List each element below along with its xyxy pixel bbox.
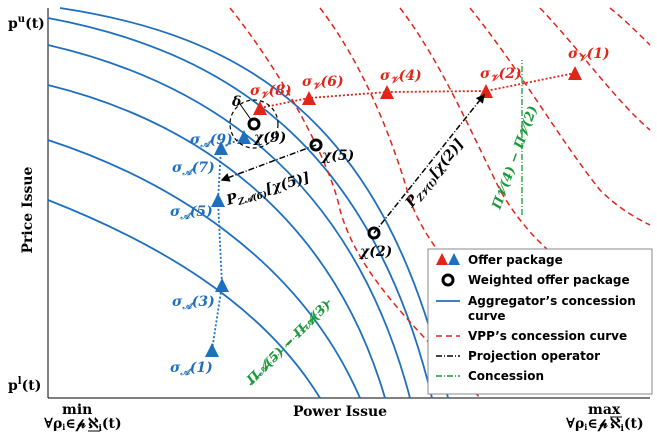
projection-vpp xyxy=(373,93,485,234)
svg-text:min: min xyxy=(62,402,92,418)
svg-text:∀ρi∈𝓅: ∀ρi∈𝓅 xyxy=(44,416,87,432)
label-sv8: σ𝒱(8) xyxy=(250,83,292,101)
concession-aggregator-line xyxy=(249,299,331,386)
svg-text:ℵi(t): ℵi(t) xyxy=(88,416,122,434)
label-proj-vpp: PZ𝒱(t)[χ(2)] xyxy=(402,136,469,213)
vpp-curve-4 xyxy=(469,7,651,226)
legend-item-aggregator-cont: curve xyxy=(468,309,506,323)
aggregator-curves xyxy=(47,7,449,399)
legend-box xyxy=(427,248,653,395)
legend-item-projection: Projection operator xyxy=(468,349,600,363)
svg-text:ℵi(t): ℵi(t) xyxy=(610,416,644,434)
vpp-offer-4 xyxy=(380,85,394,99)
aggregator-offer-7 xyxy=(214,141,228,155)
label-chi9: χ(9) xyxy=(253,130,286,146)
label-conc-vpp: Π𝒱(4) − Π𝒱(2) xyxy=(489,104,541,212)
label-sa9: σ𝒜(9) xyxy=(190,132,233,150)
label-sv2: σ𝒱(2) xyxy=(480,66,522,84)
y-bottom-label: pl(t) xyxy=(8,376,41,394)
legend-item-concession: Concession xyxy=(468,369,544,383)
weighted-offer-9 xyxy=(247,117,261,131)
legend-item-weighted: Weighted offer package xyxy=(468,273,630,287)
label-proj-aggregator: PZ𝒜(6)[χ(5)] xyxy=(224,170,313,211)
vpp-offer-6 xyxy=(302,91,316,105)
vpp-offer-1 xyxy=(568,66,582,80)
label-delta: δ xyxy=(231,94,241,110)
svg-text:∀ρi∈𝓅: ∀ρi∈𝓅 xyxy=(566,416,609,432)
label-chi2: χ(2) xyxy=(359,244,392,260)
legend: Offer package Weighted offer package Agg… xyxy=(427,248,653,395)
aggregator-curve-3 xyxy=(47,84,386,399)
legend-offer-red-icon xyxy=(436,253,448,265)
aggregator-curve-1 xyxy=(47,199,321,399)
vpp-offer-2 xyxy=(479,84,493,98)
label-conc-aggregator: Π𝒜(5) − Π𝒜(3) xyxy=(244,298,334,388)
y-top-label: pu(t) xyxy=(8,14,45,32)
aggregator-offer-path xyxy=(211,136,245,351)
legend-item-aggregator: Aggregator’s concession xyxy=(468,294,636,308)
delta-circle xyxy=(229,99,279,149)
legend-weighted-icon xyxy=(441,273,455,287)
aggregator-curve-5 xyxy=(47,17,433,399)
label-sv4: σ𝒱(4) xyxy=(380,68,422,86)
aggregator-curve-4 xyxy=(47,44,411,399)
aggregator-offer-5 xyxy=(211,193,225,207)
label-sa3: σ𝒜(3) xyxy=(172,294,215,312)
vpp-curve-2 xyxy=(319,7,601,381)
y-axis-title: Price Issue xyxy=(20,166,36,253)
aggregator-curve-6 xyxy=(59,7,449,399)
legend-item-offer: Offer package xyxy=(468,253,563,267)
label-sa1: σ𝒜(1) xyxy=(170,360,213,378)
aggregator-offer-9 xyxy=(237,130,251,144)
legend-offer-blue-icon xyxy=(448,253,460,265)
label-chi5: χ(5) xyxy=(321,148,354,164)
label-sa5: σ𝒜(5) xyxy=(170,204,213,222)
vpp-curve-5 xyxy=(539,7,651,131)
aggregator-offer-markers xyxy=(205,130,251,357)
x-left-label: min ∀ρi∈𝓅 ℵi(t) xyxy=(44,402,122,434)
vpp-curve-1 xyxy=(229,7,481,399)
aggregator-offer-3 xyxy=(215,278,229,292)
label-sv1: σ𝒱(1) xyxy=(568,46,610,64)
label-sa7: σ𝒜(7) xyxy=(172,160,215,178)
label-sv6: σ𝒱(6) xyxy=(302,74,344,92)
vpp-curve-6 xyxy=(609,7,651,46)
projection-aggregator xyxy=(220,144,317,182)
svg-text:max: max xyxy=(588,402,621,418)
x-right-label: max ∀ρi∈𝓅 ℵi(t) xyxy=(566,402,644,434)
vpp-offer-8 xyxy=(253,101,267,115)
x-axis-title: Power Issue xyxy=(293,404,387,420)
legend-item-vpp: VPP’s concession curve xyxy=(468,329,627,343)
aggregator-curve-2 xyxy=(47,139,361,399)
aggregator-offer-1 xyxy=(205,343,219,357)
